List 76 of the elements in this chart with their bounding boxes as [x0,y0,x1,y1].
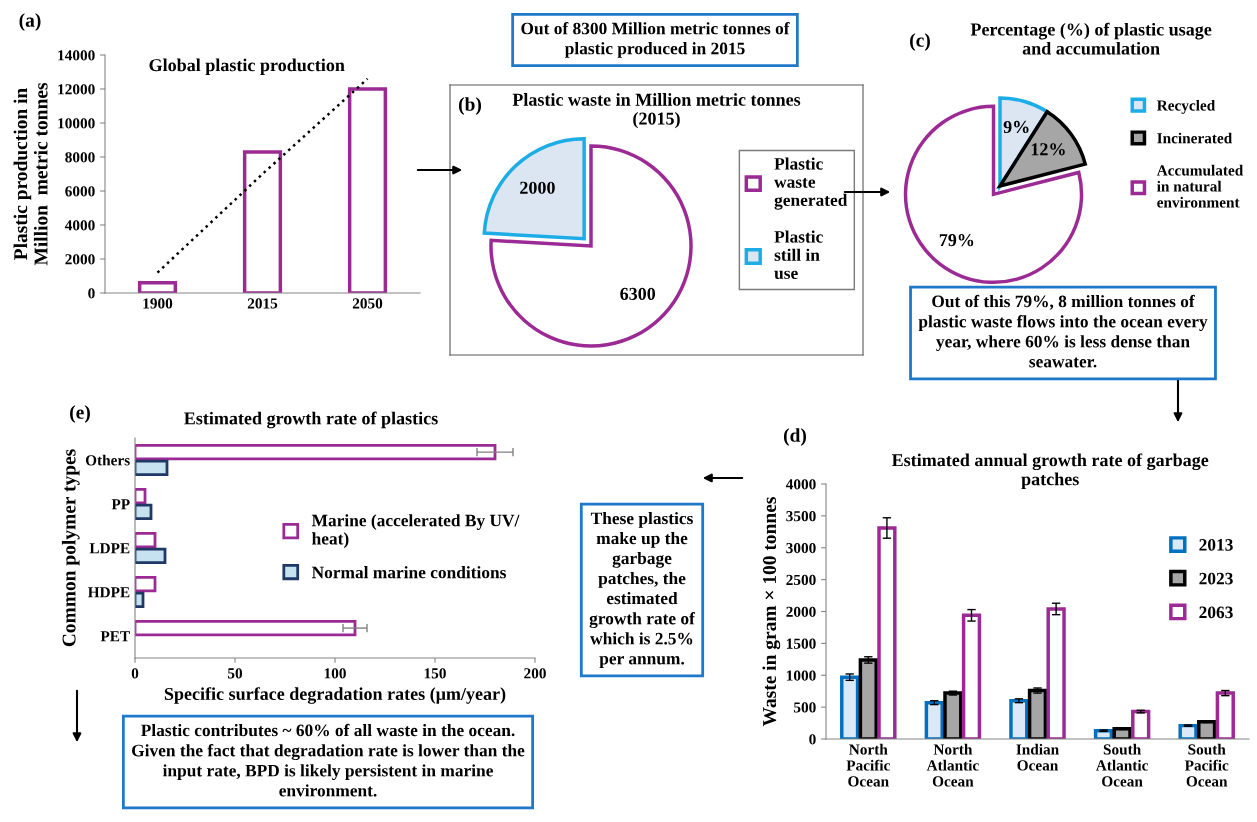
y-tick-label: 2000 [65,254,95,265]
text: These plastics make up the garbage patches, the estimated growth rate of which is 2.5% per annum. [589,512,696,668]
text: (a) [19,13,41,31]
y-tick-label: PET [100,631,130,642]
legend-label: 2023 [1199,572,1233,585]
x-tick-label: 100 [324,668,346,679]
chart-title: Percentage (%) of plastic usage and accumulation [970,22,1212,55]
data-label: 6300 [620,287,656,300]
bar [135,487,147,505]
bar [135,547,167,565]
data-label: 12% [1031,143,1065,156]
legend-label: 2063 [1199,606,1233,619]
bar [135,443,497,461]
y-tick-label: 0 [88,288,95,299]
text: (b) [458,97,482,115]
legend-label: 2013 [1199,539,1233,551]
bar [135,503,153,521]
x-tick-label: 1900 [143,298,173,309]
y-tick-label: 8000 [65,152,95,163]
chart-title: Estimated growth rate of plastics [184,411,438,429]
x-tick-label: 0 [131,668,139,679]
text: Out of this 79%, 8 million tonnes of plastic waste flows into the ocean every year, where 60% is less dense than seawater. [918,294,1208,368]
y-tick-label: 0 [809,734,816,745]
text: (d) [783,428,807,446]
x-tick-label: North Pacific Ocean [846,743,890,787]
y-tick-label: PP [111,499,130,510]
y-axis-title: Plastic production in Million metric tonnes [13,82,48,266]
text: Out of 8300 Million metric tonnes of plastic produced in 2015 [521,21,790,58]
y-tick-label: 6000 [65,186,95,197]
y-tick-label: LDPE [89,543,130,554]
data-label: 2000 [520,181,555,194]
chart-title: Plastic waste in Million metric tonnes (2015) [512,93,801,129]
x-axis-title: Specific surface degradation rates (μm/year) [164,687,506,704]
legend-label: Normal marine conditions [311,566,506,579]
data-label: 79% [939,233,974,247]
data-label: 9% [1003,120,1029,134]
legend-label: Plastic waste generated [774,157,848,210]
x-tick-label: 2050 [352,298,383,309]
y-tick-label: 2500 [786,574,816,586]
y-tick-label: 14000 [58,50,95,61]
y-axis-title: Common polymer types [61,449,80,647]
chart-title: Global plastic production [149,58,345,75]
y-tick-label: 500 [793,702,816,713]
y-tick-label: 1500 [786,638,816,649]
y-tick-label: 12000 [58,84,95,95]
legend-label: Recycled [1156,99,1216,114]
bar [135,459,169,477]
x-tick-label: 200 [524,668,546,679]
y-axis-title: Waste in gram × 100 tonnes [762,497,781,727]
legend-label: Plastic still in use [774,230,823,280]
x-tick-label: North Atlantic Ocean [926,743,979,787]
y-tick-label: 3500 [786,511,816,522]
x-tick-label: South Pacific Ocean [1184,743,1229,787]
text: (e) [70,405,90,423]
x-tick-label: 150 [424,668,446,679]
y-tick-label: HDPE [87,587,130,598]
text: Plastic contributes ~ 60% of all waste in the ocean. Given the fact that degradation rate is lower than the input rate, BPD is likely persistent in marine environment. [132,723,525,797]
bar [135,531,157,549]
y-tick-label: Others [85,454,130,466]
x-tick-label: South Atlantic Ocean [1095,743,1149,787]
bar [135,619,357,637]
legend-label: Marine (accelerated By UV/ heat) [311,514,520,549]
chart-title: Estimated annual growth rate of garbage patches [891,453,1209,489]
y-tick-label: 4000 [64,220,95,231]
x-tick-label: 2015 [247,298,278,309]
y-tick-label: 3000 [786,542,816,554]
legend-label: Accumulated in natural environment [1156,164,1244,208]
x-tick-label: 50 [227,668,243,679]
y-tick-label: 10000 [58,118,95,129]
y-tick-label: 2000 [786,606,816,617]
y-tick-label: 1000 [786,670,816,681]
y-tick-label: 4000 [785,479,816,490]
legend-label: Incinerated [1157,132,1233,144]
x-tick-label: Indian Ocean [1016,743,1059,771]
text: (c) [910,33,930,51]
bar [135,575,157,593]
